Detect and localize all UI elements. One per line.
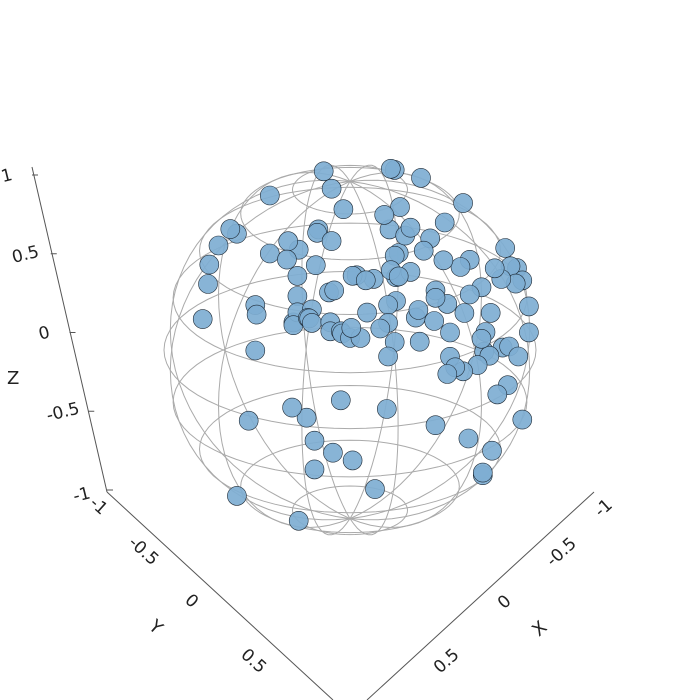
data-point bbox=[259, 185, 280, 206]
data-point bbox=[519, 296, 539, 317]
y-axis-line bbox=[106, 491, 334, 700]
data-point bbox=[330, 390, 351, 411]
data-point bbox=[434, 212, 455, 233]
data-point bbox=[259, 243, 280, 264]
data-point bbox=[323, 442, 343, 463]
data-point bbox=[192, 309, 213, 329]
data-point bbox=[409, 331, 430, 352]
data-point bbox=[508, 346, 529, 367]
data-point bbox=[424, 311, 445, 331]
data-point bbox=[453, 193, 473, 213]
data-point bbox=[413, 240, 434, 261]
y-axis-title: Y bbox=[144, 615, 168, 639]
data-point bbox=[400, 217, 421, 238]
y-tick-label: 0.5 bbox=[237, 645, 270, 678]
data-point bbox=[287, 266, 308, 286]
data-point bbox=[495, 238, 516, 258]
data-point bbox=[341, 318, 362, 338]
data-point bbox=[245, 340, 266, 361]
data-point bbox=[277, 249, 297, 270]
data-point bbox=[370, 318, 391, 339]
data-point bbox=[355, 270, 376, 291]
y-tick-label: 0 bbox=[181, 590, 202, 612]
data-point bbox=[458, 428, 479, 449]
data-point bbox=[388, 266, 409, 287]
grid-meridian bbox=[349, 181, 399, 536]
x-tick-label: 0 bbox=[494, 591, 515, 613]
data-point bbox=[378, 346, 398, 367]
data-point bbox=[433, 250, 454, 271]
data-point bbox=[411, 168, 431, 188]
data-point bbox=[484, 258, 505, 279]
data-point bbox=[376, 399, 397, 419]
data-point bbox=[374, 205, 395, 225]
data-point bbox=[313, 161, 334, 182]
data-point bbox=[324, 280, 345, 301]
data-point bbox=[480, 303, 501, 323]
data-point bbox=[408, 300, 429, 320]
data-point bbox=[199, 254, 220, 275]
data-point bbox=[304, 459, 325, 480]
data-point bbox=[512, 409, 533, 430]
z-tick-label: -0.5 bbox=[45, 399, 82, 426]
data-points bbox=[192, 159, 539, 531]
data-point bbox=[378, 295, 398, 315]
x-tick-label: -1 bbox=[591, 495, 617, 521]
data-point bbox=[288, 510, 309, 531]
x-tick-label: -0.5 bbox=[543, 534, 581, 571]
z-axis-line bbox=[31, 166, 108, 493]
grid-meridian bbox=[169, 180, 351, 521]
data-point bbox=[302, 313, 322, 333]
data-point bbox=[459, 284, 480, 305]
z-tick-label: 0 bbox=[37, 323, 52, 345]
data-point bbox=[425, 415, 446, 436]
x-axis-line bbox=[366, 491, 595, 700]
data-point bbox=[304, 430, 325, 451]
grid-meridian bbox=[217, 171, 351, 520]
data-point bbox=[198, 274, 218, 294]
data-point bbox=[321, 178, 342, 199]
data-point bbox=[471, 328, 492, 349]
data-point bbox=[246, 304, 267, 325]
data-point bbox=[365, 479, 385, 499]
z-axis-title: Z bbox=[7, 368, 19, 389]
data-point bbox=[305, 255, 326, 276]
data-point bbox=[220, 219, 241, 239]
x-tick-label: 0.5 bbox=[430, 645, 463, 678]
data-point bbox=[390, 197, 410, 217]
data-point bbox=[238, 410, 259, 431]
data-point bbox=[321, 231, 342, 251]
data-point bbox=[519, 322, 539, 343]
z-tick-label: -1 bbox=[71, 483, 92, 507]
data-point bbox=[282, 397, 302, 418]
data-point bbox=[487, 384, 508, 405]
z-tick-label: 0.5 bbox=[10, 242, 41, 268]
data-point bbox=[227, 486, 247, 506]
data-point bbox=[437, 364, 458, 384]
data-point bbox=[342, 450, 363, 471]
z-tick-label: 1 bbox=[0, 165, 14, 187]
data-point bbox=[357, 302, 377, 323]
data-point bbox=[454, 303, 475, 323]
data-point bbox=[333, 199, 354, 219]
grid-meridian bbox=[217, 180, 351, 529]
data-point bbox=[278, 231, 299, 251]
x-axis-title: X bbox=[528, 617, 551, 641]
data-point bbox=[380, 159, 401, 179]
data-point bbox=[208, 235, 229, 256]
data-point bbox=[425, 287, 446, 308]
data-point bbox=[296, 407, 317, 428]
data-point bbox=[472, 462, 493, 483]
tick-labels: 10.50-0.5-1-1-0.500.5-1-0.500.5 bbox=[0, 165, 617, 678]
data-point bbox=[482, 440, 502, 461]
data-point bbox=[440, 322, 460, 343]
data-point bbox=[450, 257, 471, 277]
